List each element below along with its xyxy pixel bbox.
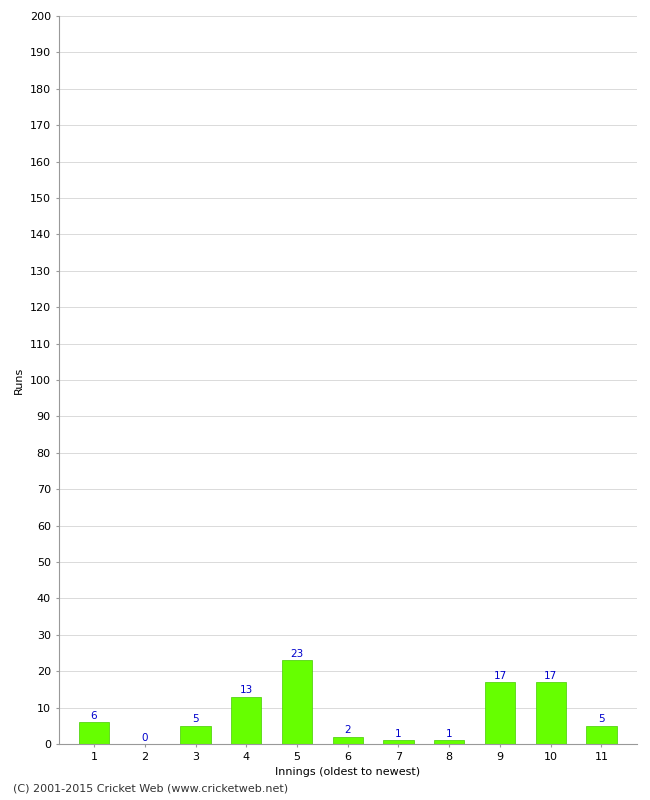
Text: 6: 6 [91, 710, 98, 721]
Text: 0: 0 [142, 733, 148, 742]
Bar [384, 740, 413, 744]
Text: 5: 5 [598, 714, 604, 724]
Bar [282, 660, 312, 744]
Text: 13: 13 [240, 686, 253, 695]
Text: 1: 1 [395, 729, 402, 739]
Bar [333, 737, 363, 744]
Text: (C) 2001-2015 Cricket Web (www.cricketweb.net): (C) 2001-2015 Cricket Web (www.cricketwe… [13, 784, 288, 794]
Bar [586, 726, 617, 744]
Bar [180, 726, 211, 744]
X-axis label: Innings (oldest to newest): Innings (oldest to newest) [275, 767, 421, 777]
Bar [231, 697, 261, 744]
Bar [536, 682, 566, 744]
Text: 17: 17 [493, 670, 506, 681]
Y-axis label: Runs: Runs [14, 366, 24, 394]
Text: 2: 2 [344, 726, 351, 735]
Text: 23: 23 [291, 649, 304, 659]
Bar [434, 740, 465, 744]
Text: 17: 17 [544, 670, 557, 681]
Bar [485, 682, 515, 744]
Text: 5: 5 [192, 714, 199, 724]
Bar [79, 722, 109, 744]
Text: 1: 1 [446, 729, 452, 739]
